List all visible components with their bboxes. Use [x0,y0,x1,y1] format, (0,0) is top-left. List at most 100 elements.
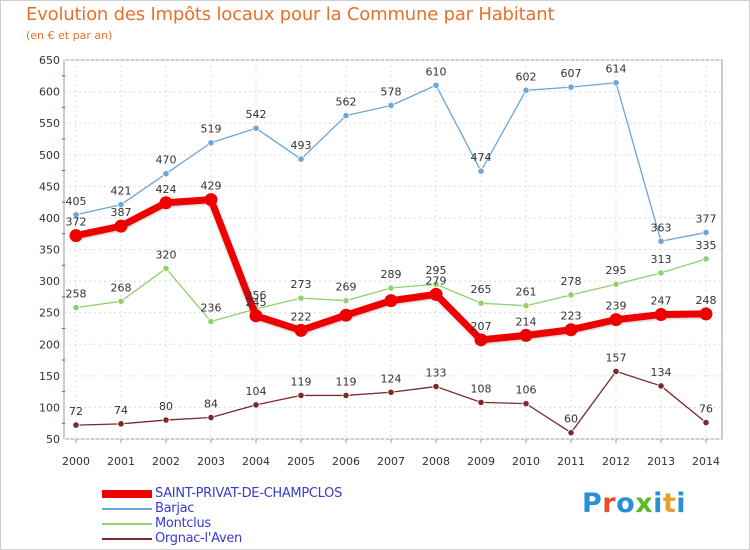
data-label-2: 320 [156,248,177,261]
y-tick-label: 400 [39,212,60,225]
data-point-2 [702,255,710,263]
data-point-1 [162,170,170,178]
x-tick-label: 2007 [377,455,405,468]
data-point-0 [114,219,128,233]
data-label-3: 74 [114,404,128,417]
data-point-2 [657,269,665,277]
data-label-2: 258 [66,288,87,301]
data-point-0 [159,196,173,210]
data-label-0: 239 [606,300,627,313]
data-label-2: 268 [111,281,132,294]
data-label-0: 207 [471,320,492,333]
data-label-2: 256 [246,289,267,302]
data-point-3 [432,382,440,391]
data-label-3: 133 [426,367,447,380]
legend-label: Barjac [155,501,195,516]
chart-title: Evolution des Impôts locaux pour la Comm… [26,4,555,25]
data-point-0 [564,323,578,337]
data-label-1: 363 [651,221,672,234]
x-tick-label: 2009 [467,455,495,468]
data-point-0 [249,309,263,323]
data-label-0: 214 [516,315,537,328]
data-point-1 [342,111,350,120]
data-point-1 [612,79,620,87]
legend-swatch [102,490,152,498]
data-point-1 [72,211,80,219]
data-label-0: 424 [156,183,177,196]
legend-swatch [102,508,152,510]
logo-letter: P [582,488,603,519]
data-label-1: 602 [516,70,537,83]
data-point-2 [117,297,125,305]
logo-letter: t [662,488,677,519]
data-label-3: 104 [246,385,267,398]
data-label-2: 289 [381,268,402,281]
data-point-3 [117,420,125,428]
y-tick-label: 300 [39,275,60,288]
data-label-3: 119 [336,375,357,388]
data-point-2 [207,317,215,326]
data-label-0: 247 [651,295,672,308]
data-point-2 [522,302,530,310]
data-label-0: 279 [426,274,447,287]
data-point-2 [72,304,80,312]
x-tick-label: 2013 [647,455,675,468]
logo-letter: i [676,488,687,519]
data-point-0 [429,287,443,301]
data-label-3: 157 [606,351,627,364]
data-label-2: 278 [561,275,582,288]
proxiti-logo: Proxiti [582,488,686,519]
y-tick-label: 250 [39,307,60,320]
data-label-2: 335 [696,239,717,252]
data-point-1 [297,155,305,163]
x-tick-label: 2002 [152,455,180,468]
data-label-0: 248 [696,294,717,307]
x-tick-label: 2000 [62,455,90,468]
y-tick-label: 600 [39,86,60,99]
data-point-1 [657,237,665,245]
data-label-3: 134 [651,366,672,379]
x-tick-label: 2003 [197,455,225,468]
chart-subtitle: (en € et par an) [26,29,113,42]
legend-label: SAINT-PRIVAT-DE-CHAMPCLOS [155,486,343,501]
data-label-1: 519 [201,123,222,136]
data-label-2: 313 [651,253,672,266]
legend-swatch [102,538,152,540]
data-label-2: 236 [201,302,222,315]
data-label-3: 108 [471,382,492,395]
x-tick-label: 2001 [107,455,135,468]
data-label-2: 273 [291,278,312,291]
data-point-3 [207,413,215,422]
data-point-3 [657,382,665,390]
data-point-1 [117,201,125,209]
data-label-1: 562 [336,96,357,109]
data-point-2 [477,299,485,307]
data-label-2: 265 [471,283,492,296]
data-label-3: 106 [516,384,537,397]
data-point-2 [567,291,575,299]
data-label-1: 542 [246,108,267,121]
y-tick-label: 100 [39,401,60,414]
data-label-1: 614 [606,63,627,76]
x-tick-label: 2011 [557,455,585,468]
data-point-0 [474,333,488,347]
data-label-1: 474 [471,151,492,164]
x-tick-label: 2014 [692,455,720,468]
data-label-0: 429 [201,180,222,193]
y-tick-label: 50 [46,433,60,446]
data-label-1: 377 [696,212,717,225]
data-label-1: 470 [156,154,177,167]
data-point-0 [609,313,623,327]
data-point-3 [342,391,350,400]
data-label-3: 80 [159,400,173,413]
data-label-1: 578 [381,85,402,98]
data-point-3 [477,398,485,406]
x-tick-label: 2005 [287,455,315,468]
data-point-3 [387,388,395,396]
y-tick-label: 650 [39,54,60,67]
logo-letter: r [602,488,617,519]
data-label-2: 295 [426,264,447,277]
data-point-2 [162,264,170,273]
data-label-1: 610 [426,65,447,78]
